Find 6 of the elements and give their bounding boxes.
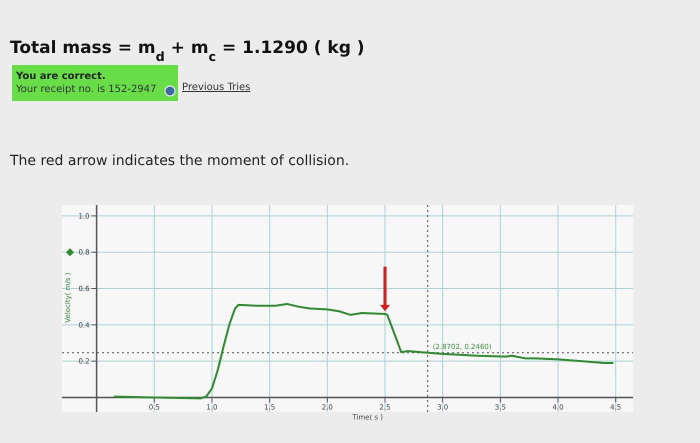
text: Previous Tries <box>182 82 250 93</box>
chart-title: Total mass = m$_{d}$ + m$_{c}$ = 1.1290 ( kg ) <box>10 38 365 64</box>
text: Your receipt no. is 152-2947 <box>15 84 156 95</box>
text: You are correct. <box>15 71 106 82</box>
line-series <box>112 302 614 400</box>
text: The red arrow indicates the moment of collision. <box>9 153 350 169</box>
